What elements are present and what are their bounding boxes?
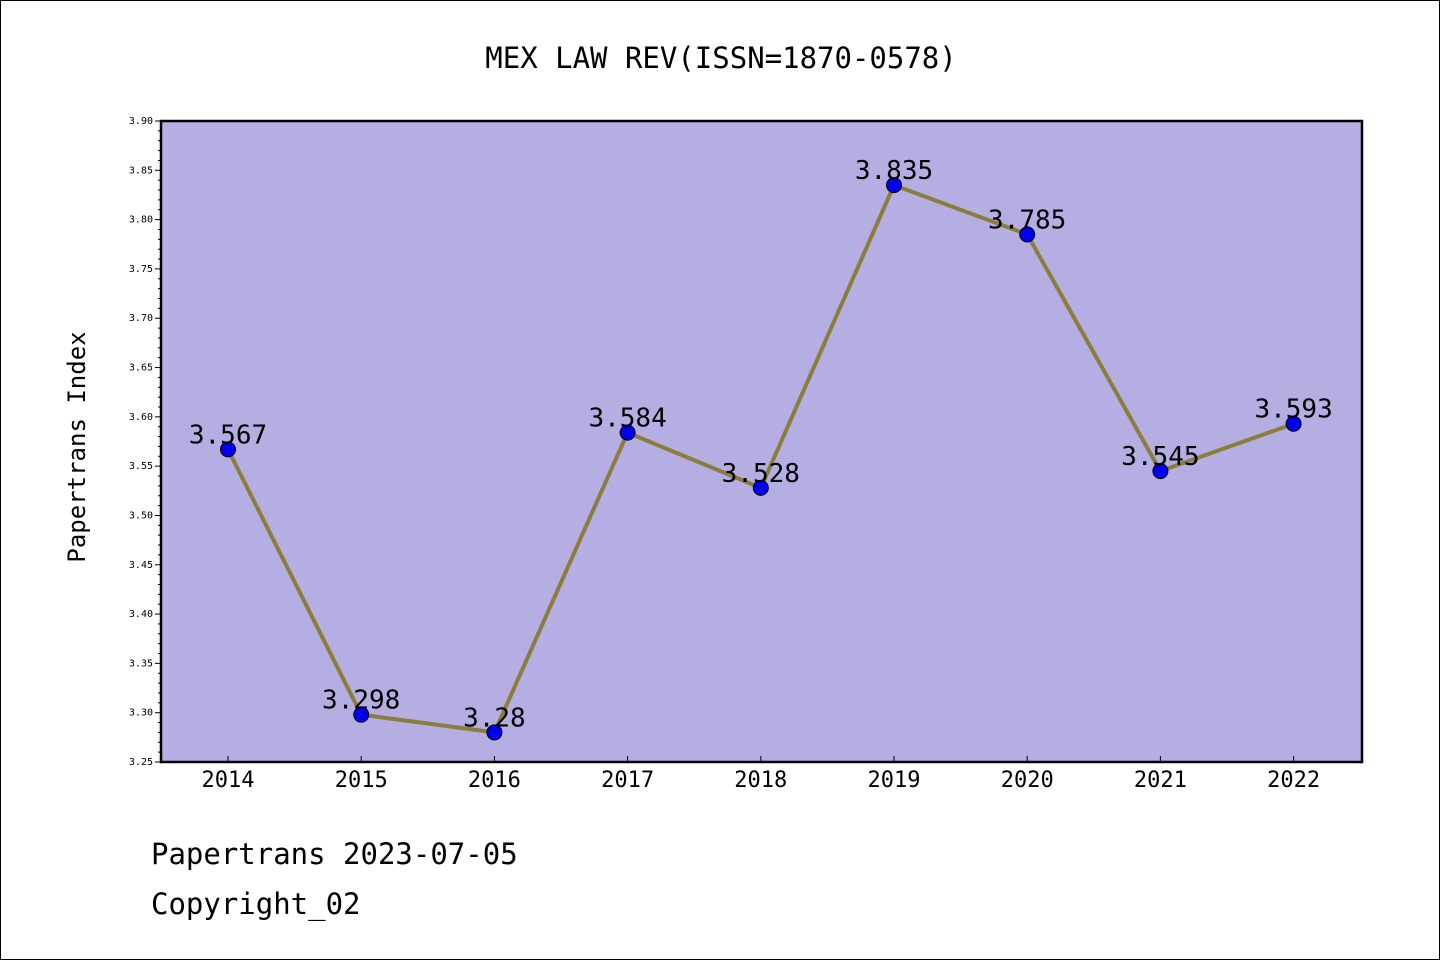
- data-point-marker: [619, 424, 636, 441]
- chart-title: MEX LAW REV(ISSN=1870-0578): [485, 41, 956, 75]
- y-tick-label: 3.55: [129, 461, 153, 472]
- data-point-label: 3.593: [1254, 395, 1332, 425]
- footer-date-text: Papertrans 2023-07-05: [151, 837, 518, 871]
- y-tick-label: 3.45: [129, 560, 153, 571]
- x-axis: 2014 2015 2016 2017 2018 2019 2020 2021 2022: [202, 756, 1320, 793]
- data-point-label: 3.567: [189, 420, 267, 450]
- data-point-label: 3.584: [588, 404, 666, 434]
- y-tick-label: 3.50: [129, 510, 153, 521]
- y-axis: 3.25 3.30 3.35 3.40 3.45 3.50 3.55 3.60 3.65 3.70…: [129, 116, 161, 768]
- y-tick-label: 3.80: [129, 215, 153, 226]
- x-tick-label: 2017: [601, 768, 654, 793]
- data-point-label: 3.298: [322, 686, 400, 716]
- x-tick-label: 2021: [1134, 768, 1187, 793]
- x-tick-label: 2014: [202, 768, 255, 793]
- x-tick-label: 2022: [1267, 768, 1320, 793]
- y-tick-label: 3.65: [129, 363, 153, 374]
- plot-area: [161, 121, 1362, 762]
- data-point-marker: [220, 441, 236, 458]
- y-axis-label: Papertrans Index: [63, 331, 91, 562]
- y-tick-label: 3.70: [129, 313, 153, 324]
- y-tick-label: 3.85: [129, 165, 153, 176]
- y-tick-label: 3.75: [129, 264, 153, 275]
- x-tick-label: 2018: [734, 768, 787, 793]
- plot-frame: [159, 119, 1364, 764]
- x-tick-label: 2020: [1001, 768, 1054, 793]
- data-point-marker: [1019, 226, 1036, 243]
- data-point-marker: [1152, 463, 1169, 480]
- y-tick-label: 3.30: [129, 708, 153, 719]
- x-tick-label: 2019: [868, 768, 921, 793]
- data-point-label: 3.28: [463, 703, 526, 733]
- data-point-label: 3.835: [855, 156, 933, 186]
- y-tick-label: 3.25: [129, 757, 153, 768]
- data-point-marker: [886, 177, 902, 194]
- y-tick-label: 3.40: [129, 609, 153, 620]
- data-point-label: 3.785: [988, 205, 1066, 235]
- x-tick-label: 2016: [468, 768, 521, 793]
- data-point-label: 3.545: [1121, 442, 1199, 472]
- data-point-marker: [1285, 415, 1302, 432]
- data-point-marker: [486, 724, 503, 741]
- y-tick-label: 3.90: [129, 116, 153, 127]
- footer-copyright-text: Copyright_02: [151, 887, 361, 921]
- data-point-label: 3.528: [722, 459, 800, 489]
- series-markers: [220, 177, 1302, 741]
- y-tick-label: 3.60: [129, 412, 153, 423]
- y-tick-label: 3.35: [129, 658, 153, 669]
- data-labels: 3.567 3.298 3.28 3.584 3.528 3.835 3.785 3.545 3…: [189, 156, 1333, 733]
- data-point-marker: [752, 479, 769, 496]
- x-tick-label: 2015: [335, 768, 388, 793]
- data-point-marker: [353, 706, 370, 723]
